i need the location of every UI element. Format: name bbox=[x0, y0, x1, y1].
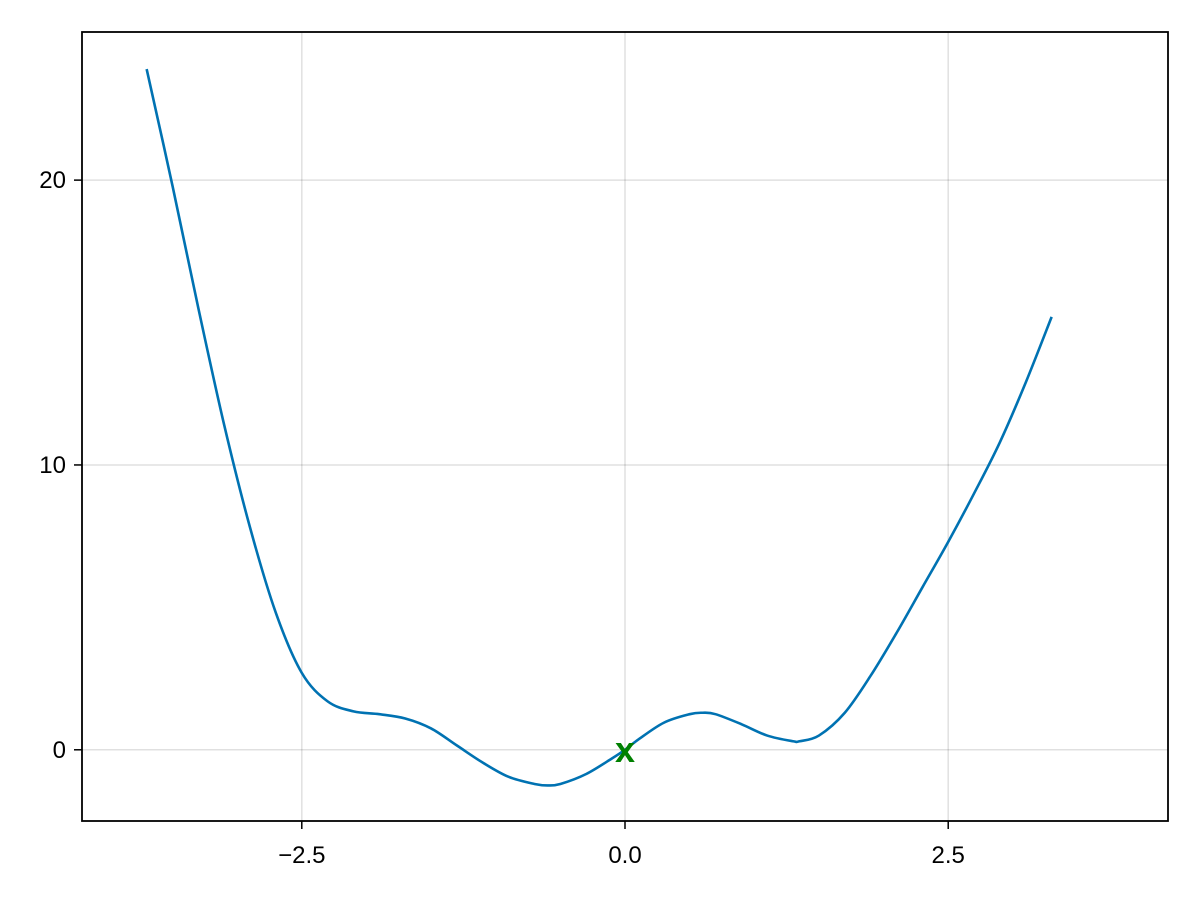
series-line bbox=[145, 68, 1053, 787]
x-tick-label: 0.0 bbox=[608, 842, 641, 869]
y-tick-label: 10 bbox=[39, 452, 66, 479]
x-tick-label: 2.5 bbox=[932, 842, 965, 869]
y-tick-label: 20 bbox=[39, 167, 66, 194]
y-tick-label: 0 bbox=[53, 737, 66, 764]
tick-layer: −2.5 0.0 2.5 0 10 20 bbox=[39, 167, 965, 869]
marker-x-point: x bbox=[615, 729, 635, 770]
x-tick-label: −2.5 bbox=[278, 842, 325, 869]
plot-layer: x bbox=[145, 68, 1053, 787]
grid-layer bbox=[82, 32, 1168, 821]
